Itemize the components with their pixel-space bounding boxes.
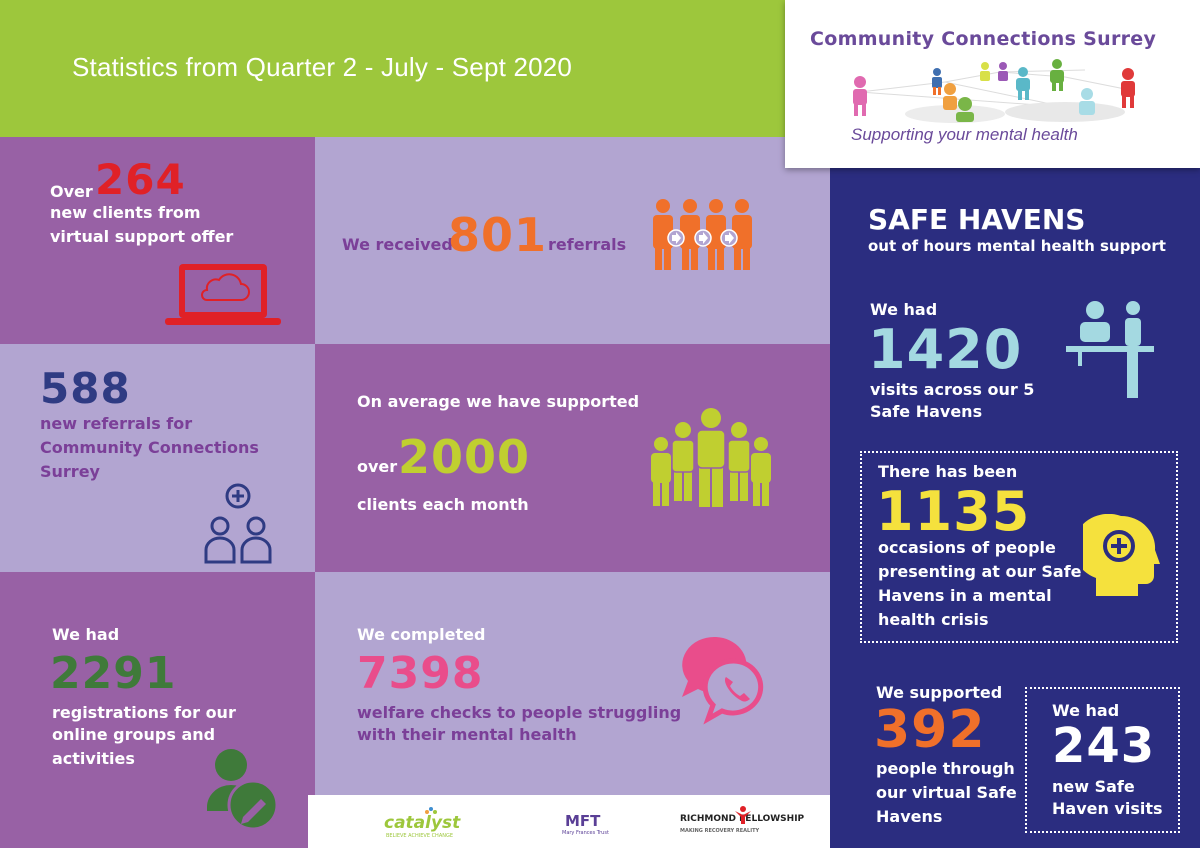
- logo-name: Community Connections Surrey: [810, 28, 1157, 50]
- sh-new-visits-line1: new Safe: [1052, 777, 1135, 796]
- laptop-cloud-icon: [165, 264, 281, 325]
- referrals-value: 801: [448, 208, 548, 262]
- sh-crisis-line4: health crisis: [878, 610, 989, 629]
- supported-suffix: clients each month: [357, 495, 529, 514]
- safe-havens-panel: [830, 168, 1200, 848]
- ccs-referrals-line3: Surrey: [40, 462, 100, 481]
- registrations-intro: We had: [52, 625, 120, 644]
- welfare-value: 7398: [357, 648, 484, 699]
- sh-visits-line2: Safe Havens: [870, 402, 983, 421]
- user-edit-icon: [207, 749, 279, 831]
- sh-crisis-intro: There has been: [878, 462, 1018, 481]
- sh-crisis-value: 1135: [876, 480, 1031, 543]
- logo-tagline: Supporting your mental health: [851, 125, 1078, 144]
- sh-crisis-line1: occasions of people: [878, 538, 1056, 557]
- people-network-icon: [853, 59, 1135, 123]
- crowd-icon: [651, 408, 771, 507]
- supported-prefix: over: [357, 457, 398, 476]
- person-pink: [853, 76, 867, 116]
- supported-intro: On average we have supported: [357, 392, 640, 411]
- sh-virtual-line3: Havens: [876, 807, 943, 826]
- people-arrows-icon: [653, 199, 752, 270]
- safe-havens-subtitle: out of hours mental health support: [868, 237, 1166, 255]
- new-clients-value: 264: [95, 155, 186, 204]
- welfare-intro: We completed: [357, 625, 486, 644]
- registrations-value: 2291: [50, 648, 177, 699]
- sh-crisis-line3: Havens in a mental: [878, 586, 1052, 605]
- tile-ccs-referrals: [0, 344, 315, 572]
- mft-logo: MFT: [565, 812, 601, 830]
- ccs-referrals-line1: new referrals for: [40, 414, 193, 433]
- registrations-line3: activities: [52, 749, 135, 768]
- referrals-suffix: referrals: [548, 235, 627, 254]
- ccs-referrals-value: 588: [40, 364, 131, 413]
- partner-strip: [308, 795, 808, 848]
- sh-virtual-intro: We supported: [876, 683, 1003, 702]
- sh-virtual-line1: people through: [876, 759, 1015, 778]
- catalyst-dots-icon: [425, 807, 437, 814]
- chat-phone-icon: [682, 636, 764, 725]
- welfare-line1: welfare checks to people struggling: [357, 703, 682, 722]
- sh-crisis-box: [860, 451, 1178, 643]
- mft-tagline: Mary Frances Trust: [562, 830, 609, 836]
- sh-new-visits-intro: We had: [1052, 701, 1120, 720]
- sh-virtual-value: 392: [874, 700, 986, 760]
- sh-new-visits-box: [1025, 687, 1180, 833]
- mind-health-icon: [1083, 514, 1160, 596]
- sh-new-visits-line2: Haven visits: [1052, 799, 1163, 818]
- header-band: [0, 0, 830, 137]
- logo-box: Community Connections Surrey Supporting …: [785, 0, 1200, 168]
- sh-visits-intro: We had: [870, 300, 938, 319]
- sh-crisis-line2: presenting at our Safe: [878, 562, 1082, 581]
- sh-visits-line1: visits across our 5: [870, 380, 1035, 399]
- registrations-line1: registrations for our: [52, 703, 236, 722]
- safe-havens-title: SAFE HAVENS: [868, 203, 1086, 236]
- catalyst-tagline: BELIEVE ACHIEVE CHANGE: [386, 833, 454, 839]
- catalyst-logo: catalyst: [384, 813, 461, 833]
- ccs-referrals-line2: Community Connections: [40, 438, 259, 457]
- richmond-tagline: MAKING RECOVERY REALITY: [680, 828, 760, 834]
- new-clients-line1: new clients from: [50, 203, 201, 222]
- new-clients-prefix: Over: [50, 182, 93, 201]
- sh-virtual-line2: our virtual Safe: [876, 783, 1017, 802]
- registrations-line2: online groups and: [52, 725, 216, 744]
- sh-new-visits-value: 243: [1052, 718, 1156, 774]
- sh-visits-value: 1420: [868, 318, 1023, 381]
- supported-value: 2000: [398, 430, 531, 484]
- welfare-line2: with their mental health: [357, 725, 577, 744]
- reception-desk-icon: [1066, 301, 1154, 398]
- referrals-prefix: We received: [342, 235, 453, 254]
- richmond-figure-icon: [735, 806, 751, 824]
- referral-people-icon: [204, 483, 272, 564]
- page-title: Statistics from Quarter 2 - July - Sept …: [72, 52, 573, 82]
- new-clients-line2: virtual support offer: [50, 227, 234, 246]
